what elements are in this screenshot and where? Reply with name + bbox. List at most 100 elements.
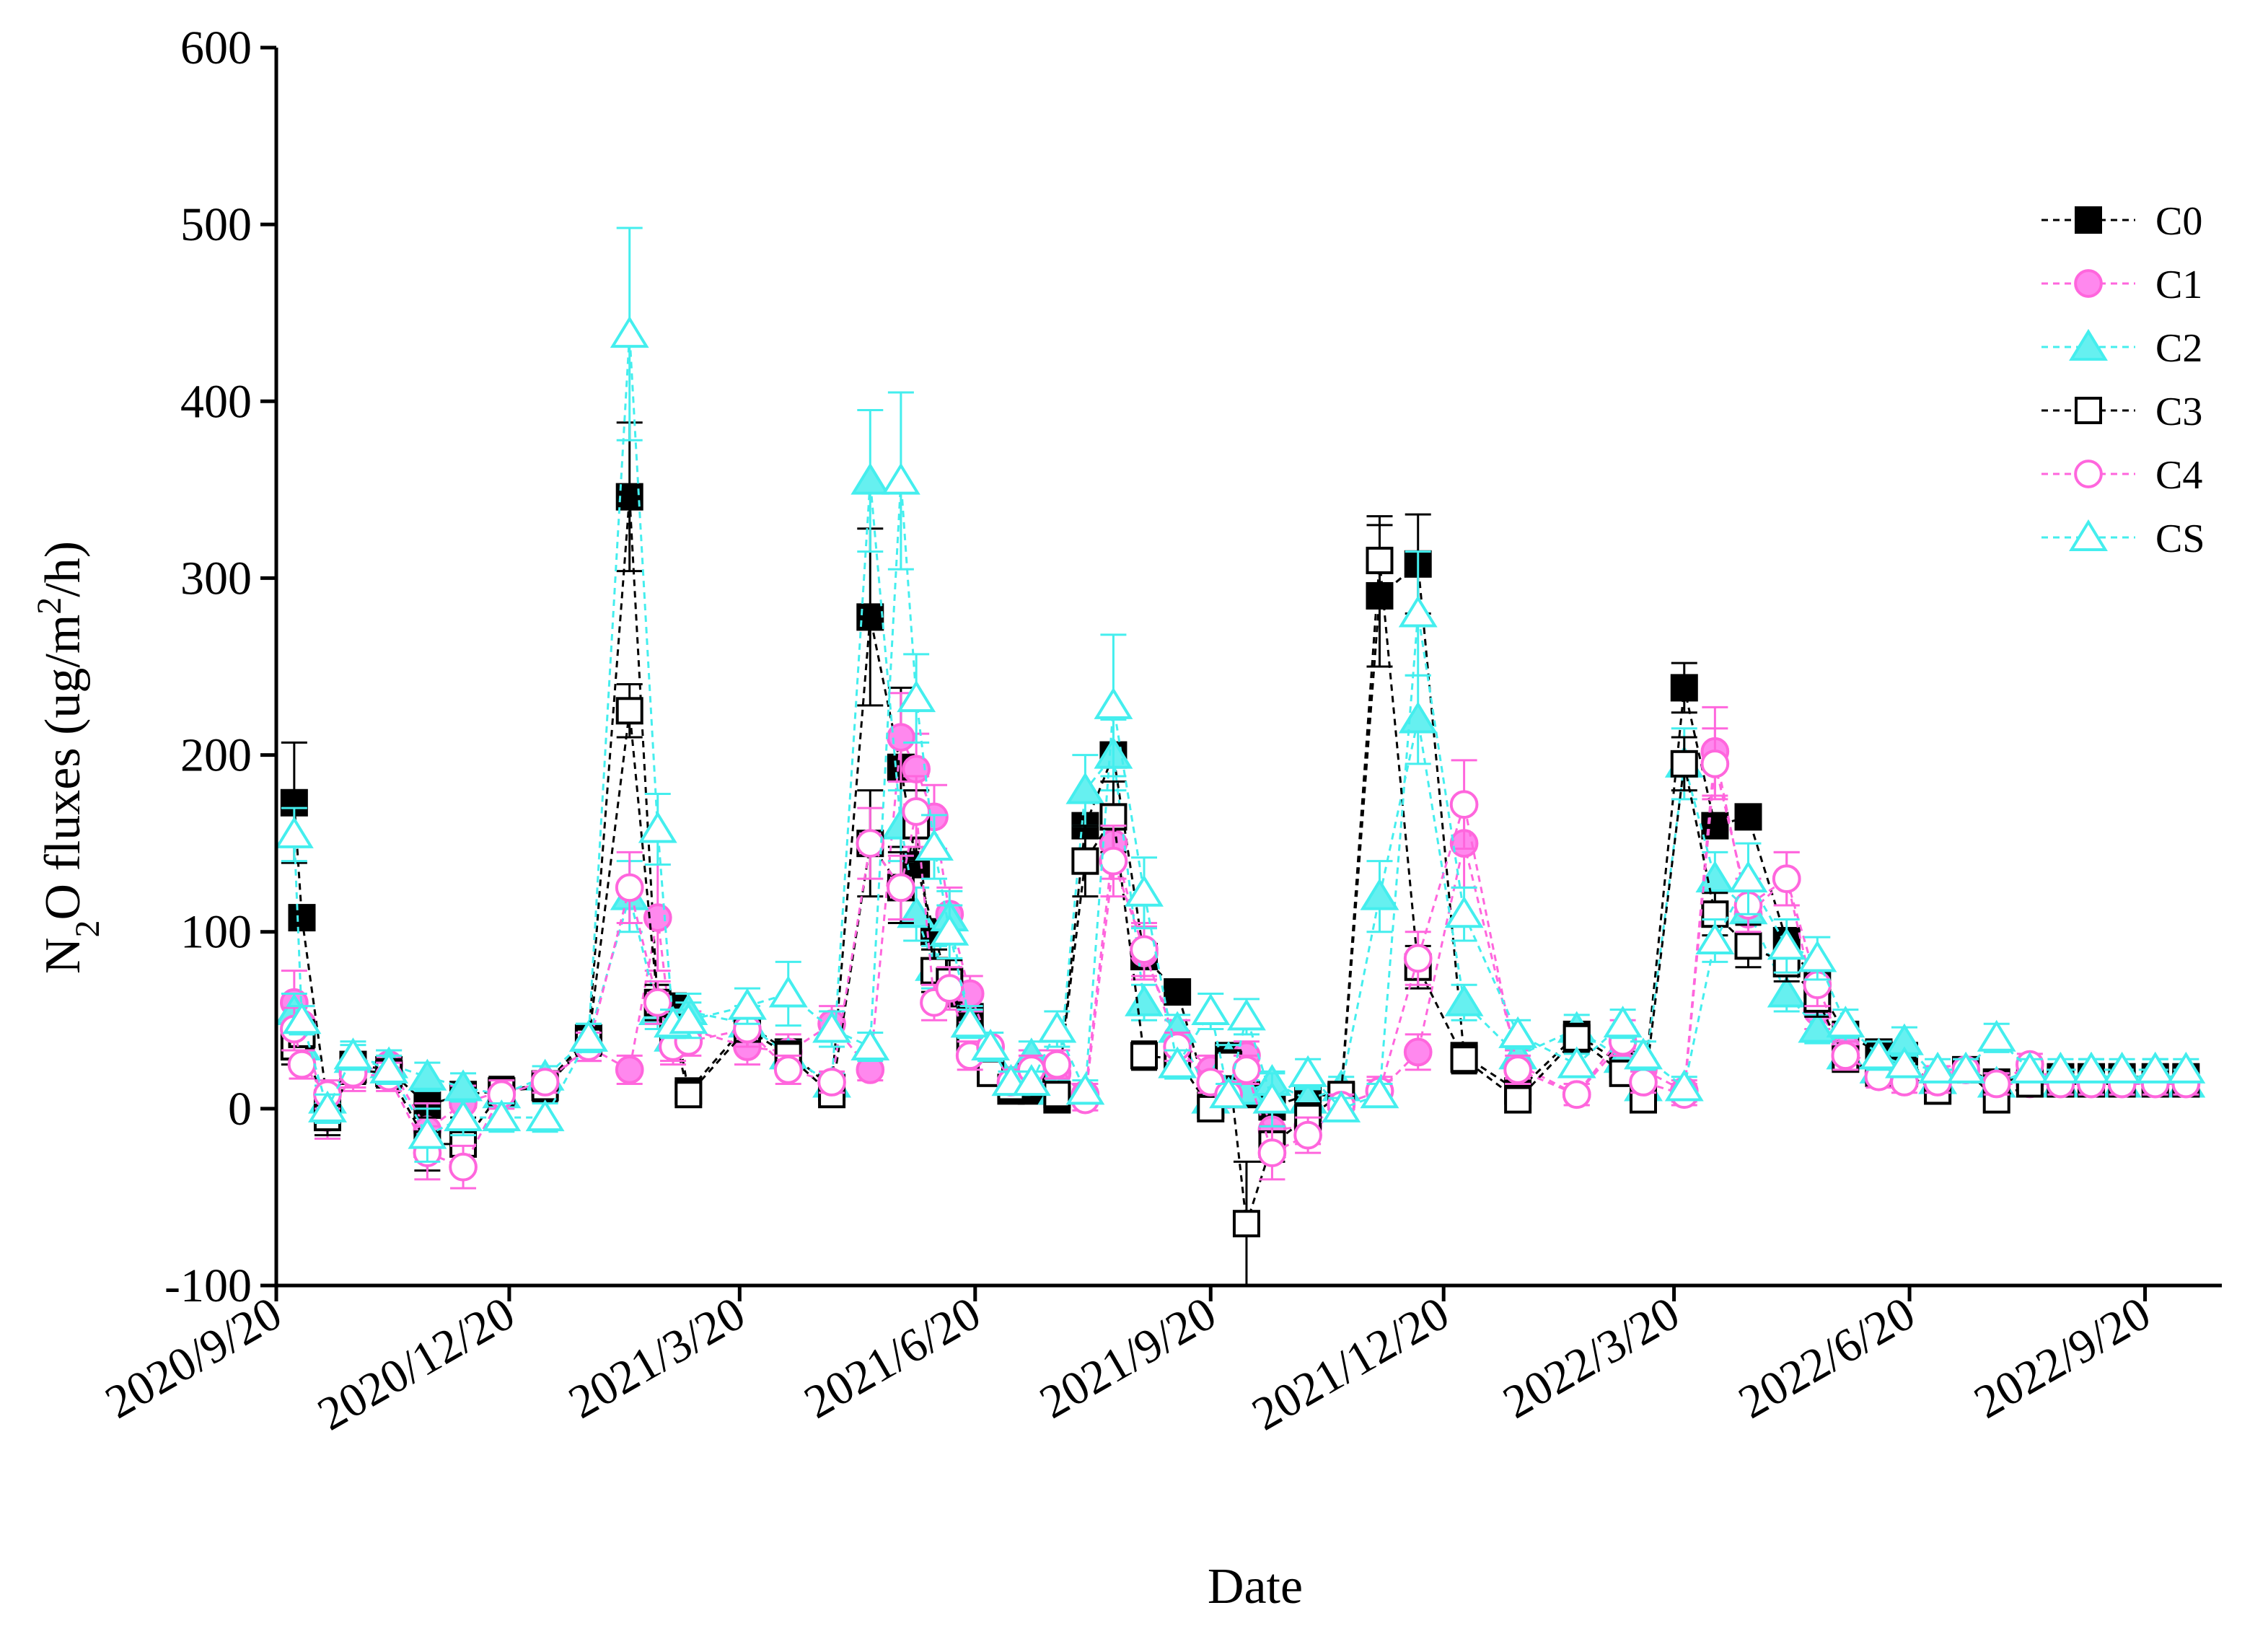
x-tick-label: 2021/12/20 (1244, 1287, 1458, 1441)
data-point-CS (444, 1099, 483, 1132)
data-point-C2 (850, 462, 890, 495)
data-point-CS (1094, 687, 1133, 719)
legend-entry-C0: C0 (2041, 199, 2202, 244)
legend: C0 C1 C2 C3 C4 CS (2041, 199, 2205, 561)
data-point-CS (408, 1117, 447, 1149)
data-point-C4 (1257, 1138, 1287, 1167)
data-point-CS (1209, 1076, 1249, 1109)
legend-marker (2075, 397, 2102, 424)
legend-marker (2074, 460, 2103, 488)
data-point-CS (1918, 1051, 1958, 1084)
data-point-C4 (1562, 1080, 1591, 1109)
data-point-C4 (1772, 864, 1801, 894)
data-point-CS (812, 1011, 852, 1043)
data-point-CS (525, 1099, 565, 1132)
series-CS (274, 227, 2206, 1163)
data-point-CS (2166, 1051, 2206, 1084)
data-point-CS (1322, 1090, 1361, 1122)
y-axis-title-subscript: 2 (69, 920, 107, 938)
data-point-CS (369, 1051, 409, 1084)
y-axis-title-part-b: O fluxes (ug/m (35, 615, 91, 920)
data-point-C4 (1700, 749, 1730, 778)
data-point-CS (768, 975, 808, 1008)
y-tick-label: 0 (228, 1083, 252, 1135)
x-tick-label: 2022/9/20 (1966, 1287, 2159, 1429)
y-tick-label: 200 (180, 729, 252, 782)
data-point-CS (1946, 1051, 1986, 1084)
y-tick-label: 400 (180, 375, 252, 428)
data-point-CS (950, 1006, 990, 1038)
data-point-CS (1767, 928, 1806, 960)
data-point-CS (1885, 1046, 1924, 1078)
x-tick-label: 2021/9/20 (1031, 1287, 1224, 1429)
data-point-CS (610, 316, 649, 348)
data-point-CS (930, 913, 970, 946)
data-point-C2 (1125, 984, 1164, 1016)
legend-label: C2 (2155, 326, 2202, 371)
data-point-CS (1859, 1037, 1899, 1070)
data-point-C4 (287, 1050, 317, 1079)
data-point-CS (1664, 1069, 1704, 1102)
data-point-C4 (1982, 1069, 2011, 1099)
y-tick-label: -100 (164, 1260, 252, 1312)
x-tick-label: 2022/6/20 (1730, 1287, 1923, 1429)
data-point-C4 (1629, 1068, 1658, 1097)
legend-label: C4 (2155, 453, 2202, 498)
data-point-CS (333, 1037, 373, 1070)
data-point-C4 (1403, 944, 1433, 973)
data-point-C4 (1449, 790, 1479, 819)
x-tick-label: 2021/3/20 (560, 1287, 753, 1429)
data-point-C3 (1232, 1210, 1260, 1238)
data-point-CS (1603, 1006, 1643, 1038)
data-point-C4 (1831, 1041, 1860, 1071)
data-point-CS (1498, 1016, 1538, 1048)
data-point-C4 (1099, 846, 1128, 876)
data-point-CS (1037, 1011, 1077, 1043)
data-point-CS (2102, 1051, 2142, 1084)
legend-label: CS (2155, 517, 2205, 561)
data-point-CS (669, 1002, 708, 1034)
data-point-CS (568, 1019, 608, 1052)
data-point-C1 (615, 1055, 644, 1084)
data-point-CS (1557, 1046, 1596, 1078)
data-point-CS (1227, 998, 1266, 1031)
data-point-C4 (935, 974, 964, 1003)
data-point-CS (728, 988, 767, 1020)
data-point-CS (897, 680, 936, 713)
data-point-CS (1695, 922, 1735, 954)
data-point-C3 (1670, 750, 1698, 778)
x-tick-label: 2021/6/20 (796, 1287, 989, 1429)
data-point-C3 (615, 697, 643, 725)
data-point-CS (1065, 1073, 1105, 1105)
legend-label: C3 (2155, 390, 2202, 434)
data-point-C2 (408, 1058, 447, 1091)
data-point-C3 (1450, 1045, 1478, 1073)
y-tick-label: 500 (180, 198, 252, 251)
legend-entry-C3: C3 (2041, 390, 2202, 434)
data-point-CS (2135, 1051, 2175, 1084)
data-point-CS (2072, 1051, 2111, 1084)
data-point-C3 (1504, 1086, 1532, 1114)
data-point-C4 (1232, 1055, 1261, 1084)
data-point-C4 (773, 1055, 803, 1084)
data-point-C2 (1398, 701, 1438, 734)
legend-marker (2074, 269, 2103, 298)
legend-entry-C4: C4 (2041, 453, 2202, 498)
data-point-C2 (1767, 975, 1806, 1008)
data-point-C1 (643, 903, 672, 932)
legend-marker (2069, 328, 2108, 361)
data-point-C4 (643, 988, 672, 1017)
data-point-CS (482, 1099, 522, 1132)
data-point-CS (915, 828, 954, 861)
y-axis-title-part-a: N (35, 938, 91, 975)
series-C4 (279, 727, 2201, 1190)
data-point-CS (282, 1002, 322, 1034)
data-point-C3 (1562, 1024, 1591, 1052)
legend-marker (2075, 206, 2102, 234)
data-point-CS (1977, 1019, 2016, 1052)
data-point-CS (1125, 874, 1164, 907)
data-point-C4 (817, 1068, 846, 1097)
data-point-CS (1826, 1006, 1865, 1038)
